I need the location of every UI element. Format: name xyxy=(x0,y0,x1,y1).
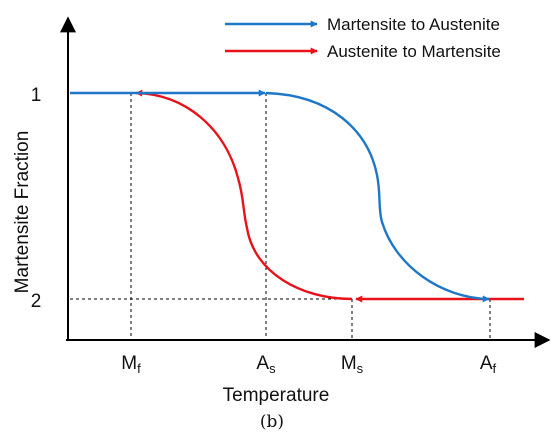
x-tick-ms-base: M xyxy=(341,353,357,374)
series-martensite-to-austenite xyxy=(70,89,490,303)
y-tick-label-2: 2 xyxy=(31,291,42,312)
x-tick-ms-sub: s xyxy=(357,361,364,376)
x-tick-label-as: As xyxy=(256,353,276,376)
figure-caption: (b) xyxy=(260,412,284,432)
red-transformation-curve xyxy=(135,89,353,301)
x-axis-label: Temperature xyxy=(223,385,330,406)
legend-label-martensite-to-austenite: Martensite to Austenite xyxy=(327,15,500,34)
x-tick-mf-base: M xyxy=(121,353,137,374)
guide-lines xyxy=(70,93,491,339)
x-tick-mf-sub: f xyxy=(137,361,141,376)
x-tick-as-base: A xyxy=(256,353,269,374)
x-tick-label-ms: Ms xyxy=(341,353,364,376)
x-tick-af-sub: f xyxy=(493,361,497,376)
x-tick-as-sub: s xyxy=(269,361,276,376)
x-tick-af-base: A xyxy=(480,353,493,374)
series-austenite-to-martensite xyxy=(135,89,524,303)
y-axis-label: Martensite Fraction xyxy=(12,131,33,294)
legend: Martensite to Austenite Austenite to Mar… xyxy=(225,15,501,61)
x-tick-label-mf: Mf xyxy=(121,353,141,376)
legend-label-austenite-to-martensite: Austenite to Martensite xyxy=(327,42,501,61)
y-tick-label-1: 1 xyxy=(31,85,42,106)
x-tick-label-af: Af xyxy=(480,353,497,376)
blue-transformation-curve xyxy=(265,91,490,303)
